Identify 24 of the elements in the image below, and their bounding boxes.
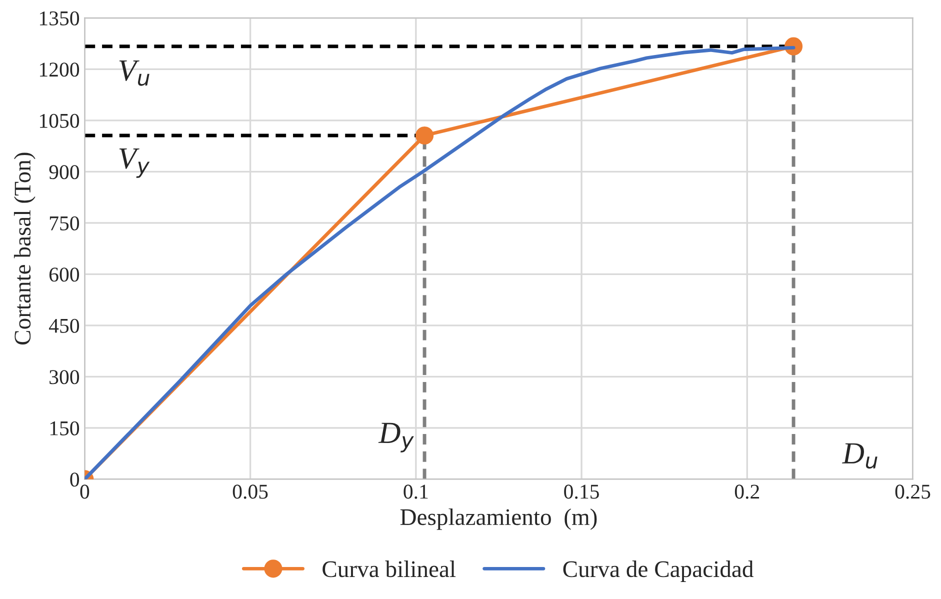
x-tick-label: 0.2: [734, 484, 760, 499]
annotation: V$_{u}$: [119, 60, 150, 86]
y-tick-label: 0: [70, 472, 80, 487]
annotation: D$_{y}$: [378, 422, 414, 452]
legend-label: Curva de Capacidad: [563, 560, 754, 582]
y-tick-label: 300: [50, 370, 80, 384]
y-axis-title: Cortante basal (Ton): [14, 152, 36, 344]
y-tick-label: 600: [49, 268, 80, 282]
y-tick-label: 750: [50, 216, 80, 230]
y-tick-label: 1200: [40, 62, 80, 77]
legend-label: Curva bilineal: [322, 560, 456, 578]
y-tick-label: 1050: [40, 114, 80, 128]
y-tick-label: 450: [48, 318, 80, 333]
x-tick-label: 0: [80, 484, 90, 499]
y-tick-label: 1350: [40, 11, 80, 26]
x-tick-label: 0.1: [404, 484, 428, 499]
x-axis-title: Desplazamiento (m): [400, 508, 597, 530]
x-tick-label: 0.25: [895, 484, 930, 499]
x-tick-label: 0.05: [232, 484, 268, 499]
annotation: V$_{y}$: [119, 148, 150, 178]
x-tick-label: 0.15: [564, 484, 599, 499]
annotation: D$_{u}$: [842, 443, 878, 469]
y-tick-label: 900: [49, 165, 80, 180]
y-tick-label: 150: [50, 421, 80, 436]
